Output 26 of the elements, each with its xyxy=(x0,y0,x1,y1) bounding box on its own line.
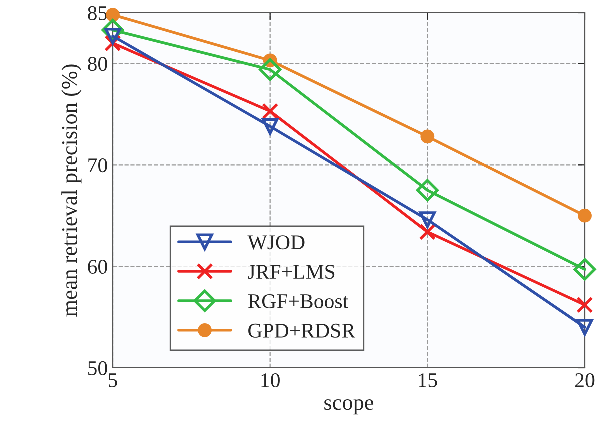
point xyxy=(574,258,596,281)
legend-label: JRF+LMS xyxy=(248,265,335,280)
point xyxy=(576,296,594,314)
x-tick-label: 20 xyxy=(576,373,595,388)
y-tick-label: 70 xyxy=(88,158,108,173)
point xyxy=(419,212,436,228)
point xyxy=(416,179,439,202)
legend-label: RGF+Boost xyxy=(248,294,348,308)
y-tick-label: 80 xyxy=(88,57,108,72)
x-axis-title: scope xyxy=(324,399,374,415)
point xyxy=(262,118,279,135)
y-tick-label: 85 xyxy=(88,6,108,20)
x-tick-label: 15 xyxy=(419,374,438,388)
y-axis-title: mean retrieval precision (%) xyxy=(62,64,82,317)
x-tick-label: 10 xyxy=(262,373,280,388)
point xyxy=(420,130,435,144)
point xyxy=(259,58,282,82)
y-tick-label: 50 xyxy=(88,361,108,376)
point xyxy=(262,103,279,120)
point xyxy=(576,319,594,336)
legend-label: GPD+RDSR xyxy=(248,324,356,338)
point xyxy=(106,8,120,22)
x-tick-label: 5 xyxy=(109,374,118,388)
point xyxy=(578,208,592,223)
y-tick-label: 60 xyxy=(88,260,108,274)
legend-label: WJOD xyxy=(248,236,305,250)
